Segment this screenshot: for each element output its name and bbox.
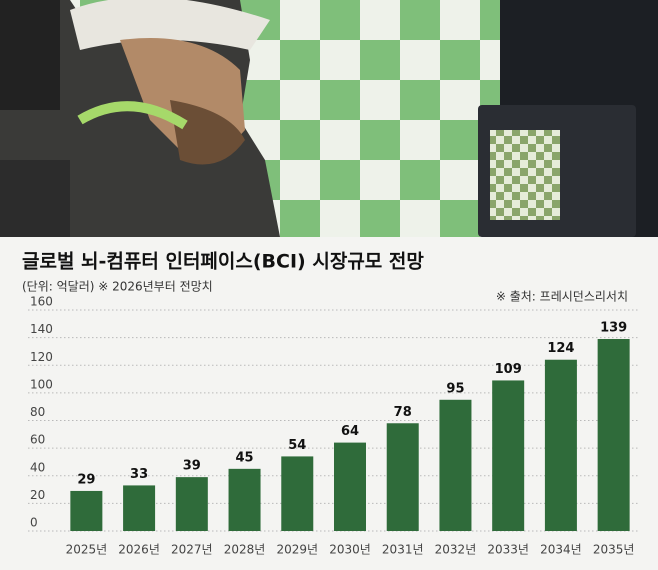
value-label: 64 [341,424,359,439]
x-tick-label: 2029년 [276,543,318,557]
photo [0,0,658,237]
value-label: 33 [130,467,148,482]
y-tick-label: 60 [30,433,45,447]
value-label: 124 [547,341,574,356]
bar [281,456,314,531]
y-tick-label: 100 [30,377,53,391]
bar [228,468,261,531]
plot: 0 20 40 60 80 100 120 140 160 2025년 29 2026년 33 2027년… [28,295,640,557]
value-label: 54 [288,438,306,453]
value-label: 95 [446,381,464,396]
x-tick-label: 2034년 [540,543,582,557]
source: ※ 출처: 프레시던스리서치 [496,290,628,304]
y-tick-label: 20 [30,488,45,502]
bar [544,359,577,531]
x-tick-label: 2032년 [435,543,477,557]
chart-title: 글로벌 뇌-컴퓨터 인터페이스(BCI) 시장규모 전망 [22,251,424,273]
chart-subtitle: (단위: 억달러) ※ 2026년부터 전망치 [22,280,213,294]
bar [597,339,630,531]
y-tick-label: 140 [30,322,53,336]
y-tick-label: 160 [30,295,53,309]
value-label: 139 [600,321,627,336]
bar [439,399,472,531]
bar [123,485,156,531]
bar [70,490,103,531]
x-tick-label: 2027년 [171,543,213,557]
x-tick-label: 2033년 [487,543,529,557]
value-label: 29 [77,472,95,487]
bar [175,477,208,531]
x-tick-label: 2026년 [118,543,160,557]
y-tick-label: 120 [30,350,53,364]
y-tick-label: 0 [30,516,38,530]
y-tick-label: 40 [30,460,45,474]
x-tick-label: 2030년 [329,543,371,557]
x-tick-label: 2031년 [382,543,424,557]
x-tick-label: 2025년 [66,543,108,557]
value-label: 45 [235,450,253,465]
x-tick-label: 2035년 [593,543,635,557]
value-label: 78 [394,405,412,420]
bar [334,442,366,531]
bar [386,423,419,531]
bar [492,380,525,531]
value-label: 39 [183,459,201,474]
value-label: 109 [495,362,522,377]
y-tick-label: 80 [30,405,45,419]
x-tick-label: 2028년 [224,543,266,557]
